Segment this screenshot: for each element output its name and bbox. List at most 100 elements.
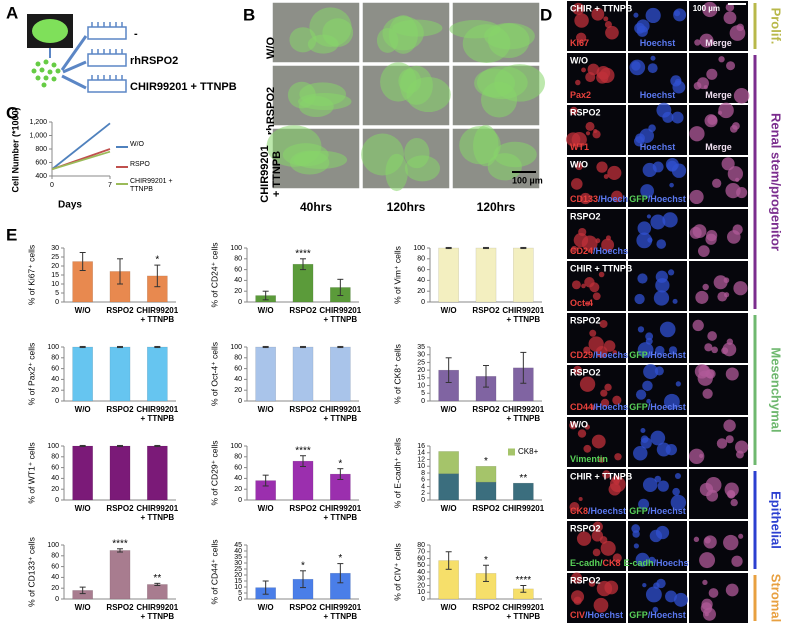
cell-blob xyxy=(631,524,641,533)
cell-blob xyxy=(574,13,589,28)
row-label: CHIR99201 + TTNPB xyxy=(258,145,283,203)
cell-blob xyxy=(695,290,709,304)
cell-blob xyxy=(735,440,749,454)
cell-blob xyxy=(723,277,730,284)
stain-label: WT1 xyxy=(570,142,589,152)
cell-blob xyxy=(717,110,723,115)
y-tick-label: 400 xyxy=(35,173,47,180)
cell-blob xyxy=(633,543,639,549)
cell-blob xyxy=(640,184,655,198)
cell-blob xyxy=(642,380,653,392)
cell-blob xyxy=(589,329,597,337)
y-tick-label: 20 xyxy=(417,582,425,589)
cell-blob xyxy=(579,192,592,205)
cell-blob xyxy=(633,12,639,18)
bar xyxy=(109,346,131,402)
x-tick-label: W/O xyxy=(440,306,457,315)
stain-label-part: GFP xyxy=(629,506,648,516)
y-tick-label: 0 xyxy=(55,497,59,504)
cell-blob xyxy=(738,533,744,539)
y-tick-label: 40 xyxy=(234,548,242,555)
y-tick-label: 10 xyxy=(417,382,425,389)
cell-blob xyxy=(585,131,591,136)
y-axis-label: % of Ki67⁺ cells xyxy=(26,245,36,305)
cell-blob xyxy=(642,477,658,492)
y-tick-label: 6 xyxy=(421,477,425,484)
cell-blob xyxy=(645,7,661,24)
y-tick-label: 0 xyxy=(238,497,242,504)
y-axis-label: % of CD133⁺ cells xyxy=(26,537,36,607)
stain-label-part: CD44 xyxy=(570,402,593,412)
stain-label: CK8/Hoechst xyxy=(570,506,626,516)
error-bar xyxy=(300,345,306,349)
stain-label-part: CK8 xyxy=(603,558,621,568)
y-tick-label: 80 xyxy=(51,553,59,560)
cell-blob xyxy=(571,572,583,584)
error-bar xyxy=(300,455,306,468)
cell-blob xyxy=(640,428,646,434)
x-tick-label: CHIR99201 + TTNPB xyxy=(319,603,362,621)
cell-blob xyxy=(639,128,654,144)
y-tick-label: 30 xyxy=(417,352,425,359)
cell-blob xyxy=(595,346,608,358)
y-tick-label: 8 xyxy=(421,470,425,477)
label-box: RSPO2 xyxy=(472,405,499,414)
legend-label: CHIR99201 + TTNPB xyxy=(130,178,173,193)
cell-blob xyxy=(704,114,718,128)
cell-blob xyxy=(733,281,748,296)
y-tick-label: 20 xyxy=(234,572,242,579)
cell-blob xyxy=(579,376,596,392)
cell-blob xyxy=(645,586,662,603)
significance: ** xyxy=(519,473,527,484)
bar-chart: 0 20 40 60 80 100 % of Oct-4⁺ cells W/O RSPO2 CHI… xyxy=(209,342,361,423)
cell-blob xyxy=(611,190,623,203)
error-bar xyxy=(483,365,489,388)
cell-blob xyxy=(637,326,645,333)
cell-blob xyxy=(583,444,592,453)
stain-label-part: GFP xyxy=(629,194,648,204)
cell-blob xyxy=(571,280,581,290)
x-tick-label: RSPO2 xyxy=(472,306,500,315)
y-tick-label: 12 xyxy=(417,456,425,463)
cell-blob xyxy=(736,186,748,199)
y-tick-label: 0 xyxy=(55,299,59,306)
label-box: CHIR99201 + TTNPB xyxy=(258,145,283,203)
y-tick-label: 0 xyxy=(421,299,425,306)
cell-blob xyxy=(637,273,648,284)
cell-blob xyxy=(569,421,578,430)
y-tick-label: 35 xyxy=(417,344,425,351)
error-bar xyxy=(79,586,86,595)
legend-swatch xyxy=(508,448,515,456)
cell-blob xyxy=(592,548,601,557)
stain-label: Oct-4 xyxy=(570,298,593,308)
cell-blob xyxy=(598,457,605,463)
cell-blob xyxy=(694,39,701,46)
stain-label: CD24/Hoechst xyxy=(570,246,631,256)
label-box: RSPO2 xyxy=(106,504,133,513)
organoid xyxy=(266,125,322,167)
stain-label-part: /Hoechst xyxy=(648,402,686,412)
cell-blob xyxy=(689,189,704,205)
cell-blob xyxy=(657,480,669,492)
stain-label-part: /Hoechst xyxy=(593,246,631,256)
y-tick-label: 0 xyxy=(421,596,425,603)
cell-blob xyxy=(635,552,650,567)
y-tick-label: 60 xyxy=(51,563,59,570)
cell-blob xyxy=(726,61,736,71)
cell-blob xyxy=(704,343,713,352)
stain-label-part: /Hoechst xyxy=(648,194,686,204)
cell-blob xyxy=(642,582,647,588)
cell-blob xyxy=(573,365,583,375)
cell-blob xyxy=(584,424,591,430)
bar-chart: 0 20 40 60 80 100 % of WT1⁺ cells W/O RSPO2 CHIR9… xyxy=(26,442,178,522)
y-axis-label: Cell Number (*1000) xyxy=(10,107,20,192)
stain-label: Hoechst xyxy=(640,142,676,152)
group-label: Renal stem/progenitor xyxy=(769,113,784,251)
cell-blob xyxy=(573,232,589,248)
organoid xyxy=(322,18,354,47)
stain-label: CD44/Hoechst xyxy=(570,402,631,412)
label-box: CHIR99201 + TTNPB xyxy=(502,306,544,324)
label-box: RSPO2 xyxy=(106,405,133,414)
